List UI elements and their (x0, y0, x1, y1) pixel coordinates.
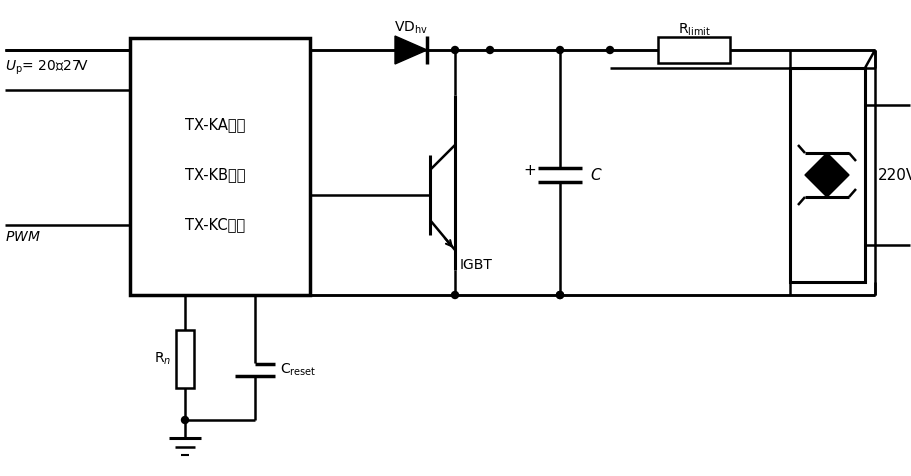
Circle shape (556, 291, 563, 298)
Bar (789, 68, 864, 282)
Polygon shape (804, 175, 848, 197)
Polygon shape (394, 36, 426, 64)
Circle shape (181, 416, 189, 424)
Text: $\rm{VD}_{\rm{hv}}$: $\rm{VD}_{\rm{hv}}$ (394, 20, 427, 36)
Text: $\it{U}_{\rm{p}}$= 20～27V: $\it{U}_{\rm{p}}$= 20～27V (5, 59, 89, 77)
Text: $\rm{C}_{\rm{reset}}$: $\rm{C}_{\rm{reset}}$ (280, 362, 316, 378)
Circle shape (486, 47, 493, 53)
Circle shape (606, 47, 613, 53)
Text: $\rm{R}_{\it{n}}$: $\rm{R}_{\it{n}}$ (154, 351, 171, 367)
Text: TX-KC系列: TX-KC系列 (185, 218, 245, 232)
Circle shape (556, 47, 563, 53)
Text: $\rm{R}_{\rm{limit}}$: $\rm{R}_{\rm{limit}}$ (677, 22, 710, 38)
Text: 220V: 220V (877, 168, 911, 182)
Text: $\it{C}$: $\it{C}$ (589, 167, 602, 183)
Text: +: + (523, 162, 536, 178)
Text: IGBT: IGBT (459, 258, 492, 272)
Bar (130, 38, 310, 295)
Text: TX-KB系列: TX-KB系列 (185, 168, 245, 182)
Circle shape (556, 291, 563, 298)
Polygon shape (804, 153, 848, 175)
Text: $\it{PWM}$: $\it{PWM}$ (5, 230, 41, 244)
Bar (657, 37, 729, 63)
Circle shape (451, 291, 458, 298)
Circle shape (451, 47, 458, 53)
Bar (176, 330, 194, 388)
Text: TX-KA系列: TX-KA系列 (185, 118, 245, 132)
